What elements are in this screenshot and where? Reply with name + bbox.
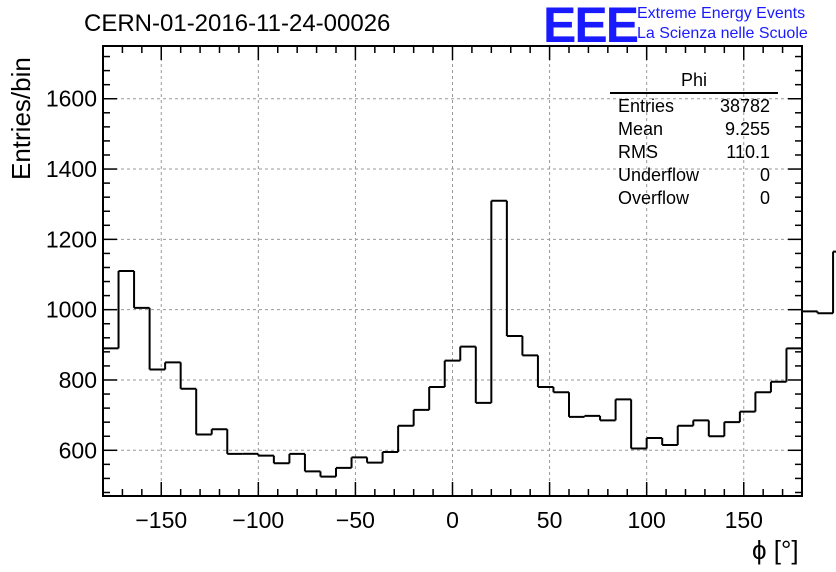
x-tick-label: −150	[135, 507, 187, 533]
x-tick-label: −100	[232, 507, 284, 533]
y-tick-label: 800	[59, 367, 97, 393]
stats-value: 9.255	[724, 119, 770, 139]
histogram-bin	[754, 391, 771, 412]
histogram-bin	[335, 466, 352, 477]
histogram-bin	[769, 380, 787, 393]
histogram-bin	[210, 428, 228, 435]
y-axis-label: Entries/bin	[6, 57, 36, 180]
histogram-bin	[164, 361, 181, 370]
histogram-bin	[366, 457, 383, 464]
logo-caption: Extreme Energy Events La Scienza nelle S…	[637, 4, 808, 44]
stats-value: 110.1	[726, 142, 770, 162]
x-tick-label: 150	[725, 507, 763, 533]
stats-value: 0	[759, 188, 770, 208]
histogram-bin	[505, 200, 523, 338]
histogram-bin	[288, 452, 305, 464]
eee-logo: EEE	[543, 0, 639, 53]
histogram-bin	[583, 414, 601, 417]
y-tick-label: 1400	[46, 156, 97, 182]
logo-caption-line-2: La Scienza nelle Scuole	[637, 25, 808, 42]
histogram-bin	[521, 336, 538, 357]
x-tick-label: 100	[627, 507, 665, 533]
histogram-bin	[552, 387, 569, 394]
stats-value: 0	[759, 165, 770, 185]
x-axis-label: ϕ [°]	[752, 535, 799, 565]
y-tick-label: 600	[59, 437, 97, 463]
histogram-bin	[443, 359, 461, 388]
histogram-bin	[117, 270, 135, 349]
histogram-bin	[599, 415, 616, 422]
histogram-bin	[195, 388, 212, 436]
histogram-bin	[614, 398, 632, 421]
histogram-bin	[816, 311, 834, 315]
histogram-bin	[226, 429, 243, 455]
stats-label: Overflow	[618, 188, 690, 208]
histogram-bin	[459, 345, 476, 361]
histogram-bin	[661, 437, 678, 447]
histogram-bin	[801, 310, 818, 349]
histogram-bin	[707, 420, 725, 438]
stats-box: Phi Entries 38782 Mean 9.255 RMS 110.1 U…	[610, 70, 778, 211]
y-tick-label: 1000	[46, 297, 97, 323]
stats-name: Phi	[610, 70, 778, 94]
histogram-bin	[412, 408, 430, 426]
stats-label: Mean	[618, 119, 664, 139]
histogram-bin	[676, 424, 694, 446]
histogram-bin	[272, 455, 290, 465]
histogram-bin	[490, 199, 507, 403]
histogram-bin	[428, 386, 445, 410]
stats-label: Entries	[618, 96, 675, 116]
stats-value: 38782	[719, 96, 770, 116]
histogram-bin	[133, 271, 150, 309]
stats-row-overflow: Overflow 0	[610, 188, 778, 211]
stats-row-mean: Mean 9.255	[610, 119, 778, 142]
histogram-bin	[303, 453, 321, 473]
plot-title: CERN-01-2016-11-24-00026	[84, 10, 391, 37]
histogram-bin	[381, 451, 399, 463]
y-tick-label: 1600	[46, 86, 97, 112]
histogram-bin	[645, 436, 663, 449]
histogram-bin	[692, 419, 709, 426]
stats-label: Underflow	[618, 165, 700, 185]
x-tick-label: −50	[336, 507, 375, 533]
histogram-bin	[536, 355, 554, 389]
histogram-bin	[319, 471, 336, 478]
histogram-bin	[350, 456, 368, 468]
logo-caption-line-1: Extreme Energy Events	[637, 5, 806, 22]
histogram-bin	[723, 421, 740, 437]
stats-row-underflow: Underflow 0	[610, 165, 778, 188]
x-tick-label: 0	[446, 507, 459, 533]
histogram-bin	[257, 453, 274, 457]
stats-row-rms: RMS 110.1	[610, 142, 778, 165]
histogram-bin	[397, 424, 414, 453]
histogram-bin	[568, 392, 585, 418]
histogram-bin	[630, 399, 647, 450]
histogram-bin	[738, 410, 756, 423]
histogram-bin	[179, 362, 197, 390]
histogram-bin	[474, 346, 492, 404]
stats-row-entries: Entries 38782	[610, 96, 778, 119]
y-tick-label: 1200	[46, 226, 97, 252]
stats-label: RMS	[618, 142, 658, 162]
histogram-bin	[785, 347, 802, 382]
histogram-bin	[148, 307, 166, 371]
x-tick-label: 50	[537, 507, 563, 533]
